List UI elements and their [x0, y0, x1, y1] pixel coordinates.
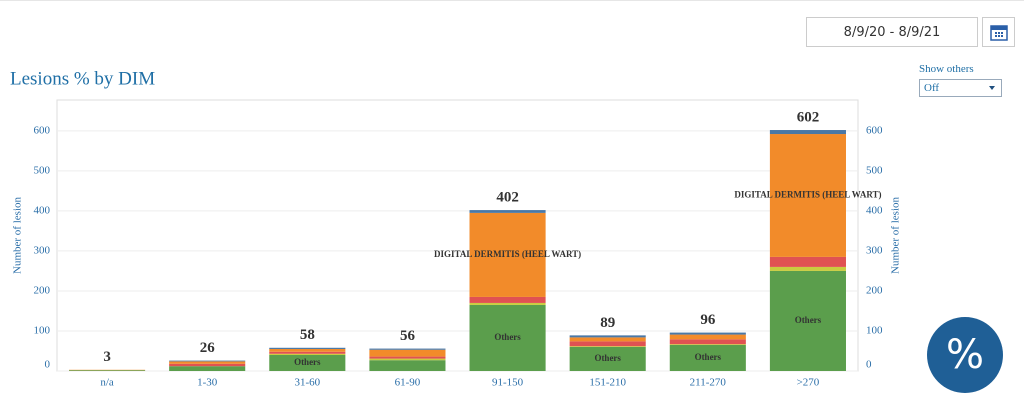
total-label: 56: [400, 328, 416, 344]
segment-label: Others: [594, 353, 621, 363]
y-tick-label: 100: [34, 325, 51, 337]
segment-label: DIGITAL DERMITIS (HEEL WART): [434, 249, 581, 259]
bar-segment: [469, 212, 546, 297]
bar-segment: [569, 341, 646, 347]
y2-tick-label: 300: [866, 244, 883, 256]
x-tick-label: 1-30: [197, 377, 218, 389]
bar-segment: [269, 347, 346, 349]
bar-segment: [369, 349, 446, 357]
bar-segment: [469, 302, 546, 305]
bar-segment: [769, 130, 846, 135]
x-tick-label: 211-270: [690, 377, 727, 389]
y2-tick-label: 0: [866, 359, 872, 371]
bar-segment: [569, 346, 646, 347]
bar-segment: [669, 332, 746, 335]
bar-segment: [169, 366, 246, 371]
segment-label: DIGITAL DERMITIS (HEEL WART): [734, 190, 881, 200]
y2-tick-label: 500: [866, 164, 883, 176]
plot-frame: [56, 99, 859, 372]
bar-segment: [469, 210, 546, 213]
bar-segment: [169, 360, 246, 362]
y2-axis-label: Number of lesion: [890, 197, 900, 274]
bar-segment: [769, 134, 846, 257]
total-label: 96: [700, 312, 716, 328]
chart: Lesions % by DIM 0 0 100 100 200 200 300 300 400…: [10, 68, 900, 389]
divider: [0, 0, 1024, 1]
bar-segment: [169, 363, 246, 367]
y2-tick-label: 100: [866, 325, 883, 337]
calendar-icon: [989, 25, 1008, 41]
y-tick-label: 600: [34, 124, 51, 136]
percent-button[interactable]: %: [927, 317, 1003, 393]
total-label: 89: [600, 315, 615, 331]
bar-segment: [369, 356, 446, 359]
y-tick-label: 500: [34, 164, 51, 176]
segment-label: Others: [795, 315, 822, 325]
y-tick-label: 300: [34, 244, 51, 256]
y-tick-label: 0: [45, 359, 51, 371]
total-label: 58: [300, 327, 315, 343]
segment-label: Others: [494, 332, 521, 342]
bar-segment: [469, 304, 546, 371]
bar-segment: [669, 344, 746, 345]
x-tick-label: >270: [797, 377, 820, 389]
y2-tick-label: 600: [866, 124, 883, 136]
bar-segment: [369, 348, 446, 350]
date-range[interactable]: 8/9/20 - 8/9/21: [806, 17, 978, 47]
bar-segment: [569, 335, 646, 338]
bar-segment: [569, 346, 646, 371]
bar-segment: [769, 256, 846, 267]
y2-tick-label: 400: [866, 204, 883, 216]
x-tick-label: 31-60: [294, 377, 320, 389]
y-tick-label: 200: [34, 284, 51, 296]
bar-segment: [669, 339, 746, 345]
show-others-select[interactable]: Off: [919, 79, 1002, 97]
x-tick-label: 61-90: [395, 377, 421, 389]
bar-segment: [269, 348, 346, 352]
bar-segment: [769, 266, 846, 271]
bar-segment: [469, 296, 546, 303]
y-tick-label: 400: [34, 204, 51, 216]
bar-segment: [669, 334, 746, 340]
x-tick-label: n/a: [100, 377, 114, 389]
bar-segment: [269, 354, 346, 371]
bar-segment: [169, 361, 246, 364]
bar-segment: [669, 344, 746, 371]
segment-label: Others: [695, 352, 722, 362]
calendar-button[interactable]: [982, 17, 1015, 47]
chart-title: Lesions % by DIM: [10, 68, 155, 89]
bar-segment: [269, 351, 346, 354]
bar-segment: [69, 370, 146, 371]
segment-label: Others: [294, 357, 321, 367]
bar-segment: [269, 353, 346, 355]
y2-tick-label: 200: [866, 284, 883, 296]
y-axis-label: Number of lesion: [12, 197, 24, 274]
x-tick-label: 91-150: [492, 377, 524, 389]
total-label: 402: [496, 190, 519, 206]
total-label: 3: [103, 349, 111, 365]
total-label: 602: [797, 109, 820, 125]
show-others-label: Show others: [919, 63, 974, 75]
bar-segment: [369, 360, 446, 371]
bar-segment: [369, 358, 446, 361]
bar-segment: [769, 270, 846, 371]
x-tick-label: 151-210: [589, 377, 626, 389]
total-label: 26: [200, 340, 216, 356]
bar-segment: [569, 337, 646, 342]
